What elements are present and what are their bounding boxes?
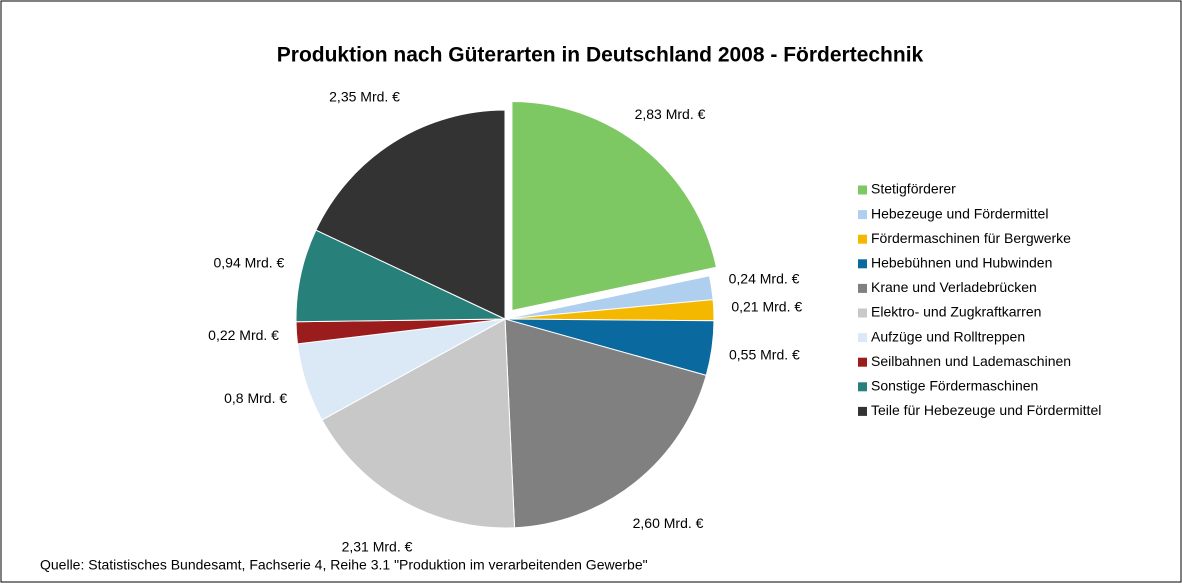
legend-swatch xyxy=(858,283,867,293)
pie-slice xyxy=(511,100,718,312)
data-label: 0,21 Mrd. € xyxy=(731,299,802,315)
pie-slice xyxy=(315,109,506,320)
data-label: 0,22 Mrd. € xyxy=(208,327,279,343)
data-label: 2,35 Mrd. € xyxy=(329,89,400,105)
legend-label: Aufzüge und Rolltreppen xyxy=(871,328,1025,344)
legend-label: Seilbahnen und Lademaschinen xyxy=(871,353,1071,369)
pie-slice xyxy=(504,318,707,529)
legend-label: Stetigförderer xyxy=(871,181,956,197)
data-label: 0,8 Mrd. € xyxy=(224,390,287,406)
data-label: 0,24 Mrd. € xyxy=(729,270,800,286)
chart-title: Produktion nach Güterarten in Deutschlan… xyxy=(277,44,924,67)
data-label: 2,60 Mrd. € xyxy=(633,515,704,531)
data-label: 0,94 Mrd. € xyxy=(214,254,285,270)
legend-swatch xyxy=(858,185,867,195)
legend-swatch xyxy=(858,382,867,392)
legend-label: Sonstige Fördermaschinen xyxy=(871,378,1038,394)
pie-slice xyxy=(321,318,516,529)
legend-swatch xyxy=(858,234,867,244)
data-label: 2,83 Mrd. € xyxy=(635,106,706,122)
legend-label: Hebebühnen und Hubwinden xyxy=(871,255,1052,271)
legend-label: Krane und Verladebrücken xyxy=(871,279,1037,295)
legend-swatch xyxy=(858,406,867,416)
legend-label: Elektro- und Zugkraftkarren xyxy=(871,304,1041,320)
legend-swatch xyxy=(858,357,867,367)
legend-label: Teile für Hebezeuge und Fördermittel xyxy=(871,402,1101,418)
source-note: Quelle: Statistisches Bundesamt, Fachser… xyxy=(40,557,648,573)
data-label: 2,31 Mrd. € xyxy=(342,538,413,554)
legend-label: Hebezeuge und Fördermittel xyxy=(871,205,1048,221)
legend-swatch xyxy=(858,308,867,318)
legend-label: Fördermaschinen für Bergwerke xyxy=(871,230,1071,246)
data-label: 0,55 Mrd. € xyxy=(729,346,800,362)
legend-swatch xyxy=(858,210,867,220)
legend-swatch xyxy=(858,259,867,269)
legend-swatch xyxy=(858,333,867,343)
